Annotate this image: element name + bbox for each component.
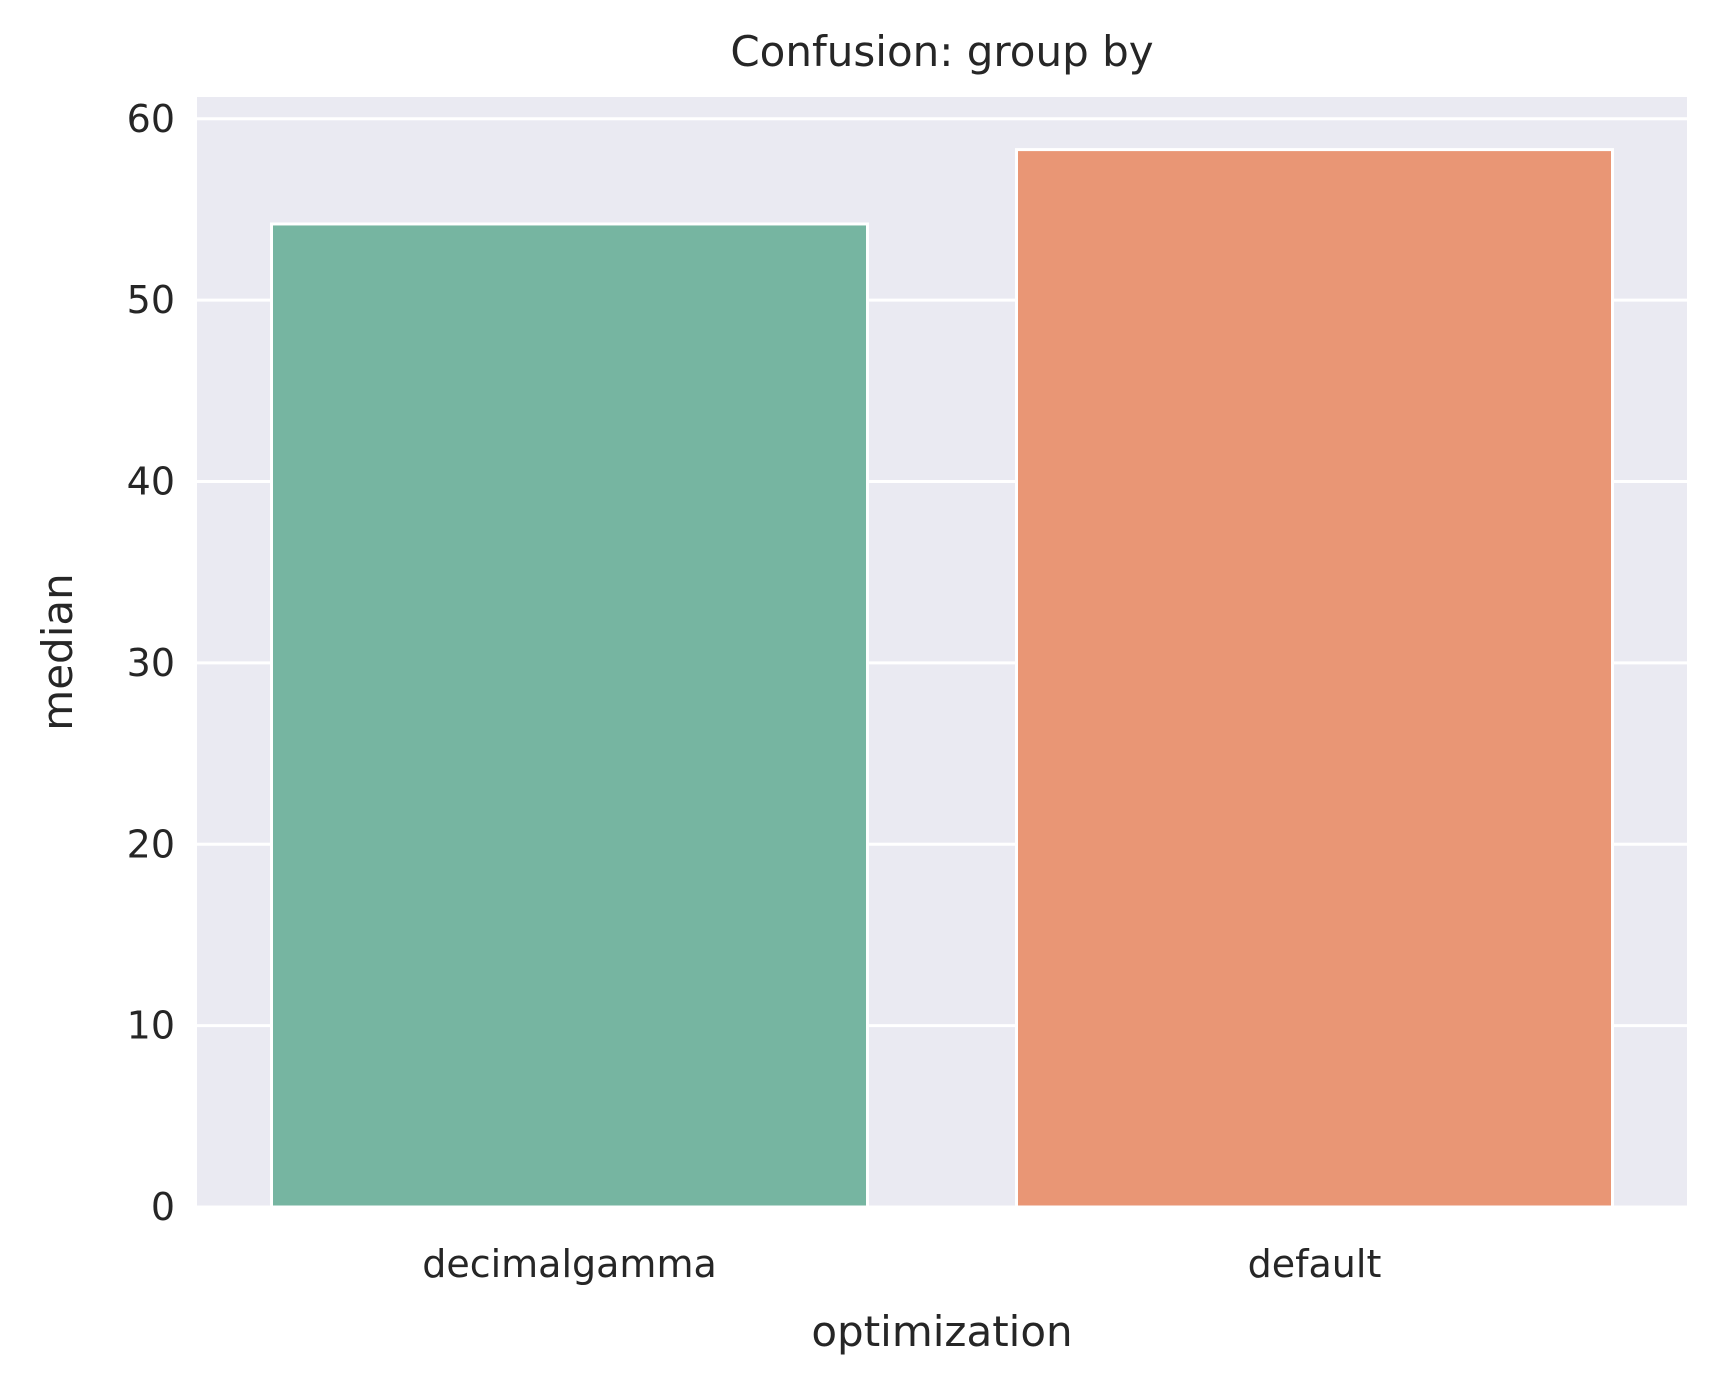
y-axis-label: median xyxy=(33,573,82,730)
bar-decimalgamma xyxy=(270,222,869,1209)
y-tick-label: 0 xyxy=(151,1185,175,1229)
y-tick-label: 30 xyxy=(127,641,175,685)
bar-default xyxy=(1015,148,1614,1209)
y-tick-label: 60 xyxy=(127,97,175,141)
x-tick-label: default xyxy=(1248,1242,1382,1286)
x-tick-label: decimalgamma xyxy=(422,1242,717,1286)
y-tick-labels: 0 10 20 30 40 50 60 xyxy=(127,97,175,1229)
y-tick-label: 40 xyxy=(127,460,175,504)
y-tick-label: 20 xyxy=(127,822,175,866)
x-tick-labels: decimalgamma default xyxy=(422,1242,1381,1286)
chart-title: Confusion: group by xyxy=(730,27,1153,76)
y-tick-label: 50 xyxy=(127,278,175,322)
y-tick-label: 10 xyxy=(127,1004,175,1048)
bars xyxy=(270,148,1614,1209)
x-axis-label: optimization xyxy=(811,1307,1072,1356)
